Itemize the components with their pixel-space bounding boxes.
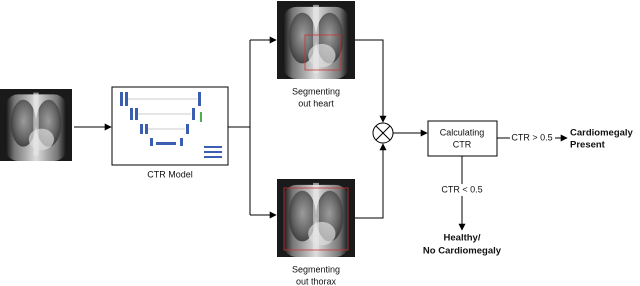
input-xray	[0, 89, 72, 161]
node-label: Healthy/	[444, 233, 481, 244]
heart-xray	[277, 1, 355, 79]
heart-outline	[304, 34, 341, 71]
node-label: Cardiomegaly	[570, 128, 634, 139]
thorax-xray	[277, 179, 355, 257]
node-label: Calculating	[440, 127, 485, 137]
node-label: CTR Model	[147, 169, 193, 179]
multiply-node	[372, 122, 394, 144]
label-bg	[510, 132, 555, 144]
node-label: Segmenting	[292, 264, 340, 274]
label-bg	[438, 184, 486, 196]
arrow	[355, 39, 387, 123]
node-label: CTR	[453, 139, 472, 149]
node-label: No Cardiomegaly	[423, 246, 502, 257]
edge-label: CTR < 0.5	[441, 184, 482, 194]
node-label: Present	[570, 140, 606, 151]
node-label: out heart	[298, 98, 334, 108]
node-label: Segmenting	[292, 86, 340, 96]
arrow	[355, 143, 387, 219]
edge-label: CTR > 0.5	[511, 132, 552, 142]
node-label: out thorax	[296, 276, 337, 286]
thorax-outline	[283, 187, 349, 251]
model-box	[111, 86, 229, 166]
